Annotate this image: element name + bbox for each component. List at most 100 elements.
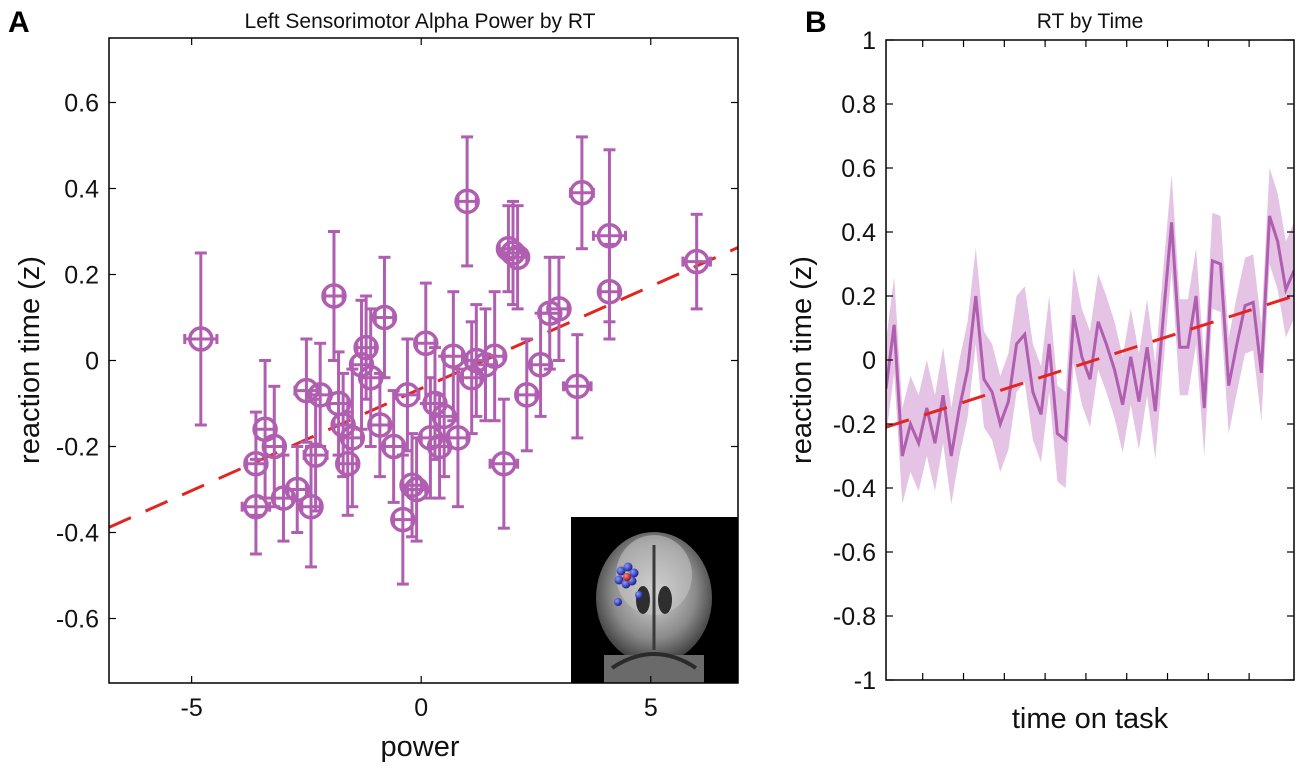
error-band bbox=[886, 168, 1294, 504]
y-tick-label: 0.8 bbox=[841, 91, 876, 119]
y-tick-label: -0.2 bbox=[56, 434, 99, 462]
y-tick-label: 0 bbox=[85, 348, 99, 376]
data-point bbox=[527, 311, 554, 418]
panel-a-label: A bbox=[8, 6, 30, 39]
chart-b-xlabel: time on task bbox=[1012, 703, 1169, 735]
point-marker bbox=[454, 188, 480, 215]
point-marker bbox=[302, 442, 329, 468]
data-point bbox=[270, 453, 297, 543]
electrode-marker bbox=[635, 591, 643, 599]
data-point bbox=[353, 294, 379, 401]
point-marker bbox=[546, 296, 572, 322]
point-marker bbox=[380, 433, 407, 460]
point-marker bbox=[353, 334, 379, 361]
data-point bbox=[562, 333, 593, 440]
data-point bbox=[514, 337, 540, 453]
data-point bbox=[546, 255, 572, 362]
data-point bbox=[481, 290, 508, 423]
point-marker bbox=[261, 433, 288, 460]
y-tick-label: -0.6 bbox=[833, 539, 876, 567]
x-tick-label: 0 bbox=[414, 694, 428, 722]
data-point bbox=[261, 384, 288, 509]
data-point bbox=[325, 350, 352, 457]
data-point bbox=[367, 371, 393, 479]
chart-a-plot-area: -5 0 5 -0.6 -0.4 -0.2 0 0.2 0.4 0.6 bbox=[56, 37, 739, 722]
electrode-marker bbox=[614, 575, 624, 585]
y-tick-label: -0.6 bbox=[56, 606, 99, 634]
regression-fit-line bbox=[109, 246, 738, 529]
y-tick-label: 0.6 bbox=[841, 155, 876, 183]
data-point bbox=[440, 290, 467, 423]
data-point bbox=[339, 367, 366, 509]
chart-a-title: Left Sensorimotor Alpha Power by RT bbox=[245, 10, 596, 33]
panel-b-label: B bbox=[805, 6, 827, 39]
data-point bbox=[403, 436, 430, 543]
point-marker bbox=[367, 412, 393, 438]
point-marker bbox=[321, 283, 347, 309]
data-point bbox=[183, 251, 219, 427]
point-marker bbox=[514, 382, 540, 408]
point-marker bbox=[284, 476, 310, 503]
point-marker bbox=[394, 382, 421, 408]
point-marker bbox=[569, 180, 595, 206]
point-marker bbox=[500, 240, 526, 266]
brain-inset bbox=[571, 517, 738, 683]
y-tick-label: 0.2 bbox=[64, 262, 99, 290]
point-marker bbox=[390, 506, 416, 533]
y-tick-label: 0.2 bbox=[841, 283, 876, 311]
data-point bbox=[321, 230, 347, 362]
point-marker bbox=[399, 472, 425, 498]
chart-b-title: RT by Time bbox=[1037, 10, 1144, 33]
point-marker bbox=[243, 450, 269, 477]
electrode-marker bbox=[623, 562, 633, 572]
point-marker bbox=[445, 425, 471, 451]
electrode-marker bbox=[616, 566, 626, 576]
point-marker bbox=[431, 403, 457, 430]
data-point bbox=[284, 445, 310, 534]
x-tick-label: -5 bbox=[181, 694, 203, 722]
point-marker bbox=[413, 330, 439, 357]
x-tick-label: 5 bbox=[644, 694, 658, 722]
y-tick-label: -0.8 bbox=[833, 603, 876, 631]
data-point bbox=[596, 242, 623, 341]
point-marker bbox=[293, 377, 320, 404]
point-marker bbox=[596, 278, 623, 305]
data-point bbox=[371, 255, 398, 380]
point-marker bbox=[458, 364, 485, 391]
point-marker bbox=[504, 244, 531, 271]
electrode-marker bbox=[614, 598, 622, 606]
data-point bbox=[568, 135, 595, 251]
data-point bbox=[454, 135, 480, 268]
centroid-marker bbox=[623, 573, 631, 581]
chart-b-ylabel: reaction time (z) bbox=[786, 256, 818, 464]
y-tick-label: 0.6 bbox=[64, 90, 99, 118]
y-tick-label: 0.4 bbox=[64, 176, 99, 204]
chart-a-xlabel: power bbox=[381, 731, 460, 763]
point-marker bbox=[481, 343, 508, 369]
data-point bbox=[504, 204, 531, 311]
series-line-mean-rt bbox=[886, 215, 1294, 457]
data-point bbox=[445, 367, 471, 509]
point-marker bbox=[564, 373, 591, 400]
y-tick-label: -0.4 bbox=[56, 520, 99, 548]
point-marker bbox=[334, 450, 361, 477]
y-tick-label: 0.4 bbox=[841, 219, 876, 247]
point-marker bbox=[371, 304, 398, 331]
y-tick-label: 1 bbox=[862, 27, 876, 55]
y-tick-label: -0.2 bbox=[833, 411, 876, 439]
regression-fit-line bbox=[886, 294, 1294, 429]
point-marker bbox=[527, 352, 554, 378]
chart-b-plot-area: -1 -0.8 -0.6 -0.4 -0.2 0 0.2 0.4 0.6 0.8 1 bbox=[833, 27, 1295, 695]
point-marker bbox=[339, 425, 366, 451]
chart-a-ylabel: reaction time (z) bbox=[14, 256, 46, 464]
electrode-marker bbox=[629, 568, 639, 578]
data-point bbox=[488, 397, 520, 530]
point-marker bbox=[188, 326, 214, 352]
data-point bbox=[681, 212, 712, 311]
point-marker bbox=[270, 485, 297, 511]
point-marker bbox=[491, 450, 517, 477]
point-marker bbox=[683, 248, 710, 275]
point-marker bbox=[298, 493, 324, 520]
y-tick-label: -1 bbox=[854, 667, 876, 695]
